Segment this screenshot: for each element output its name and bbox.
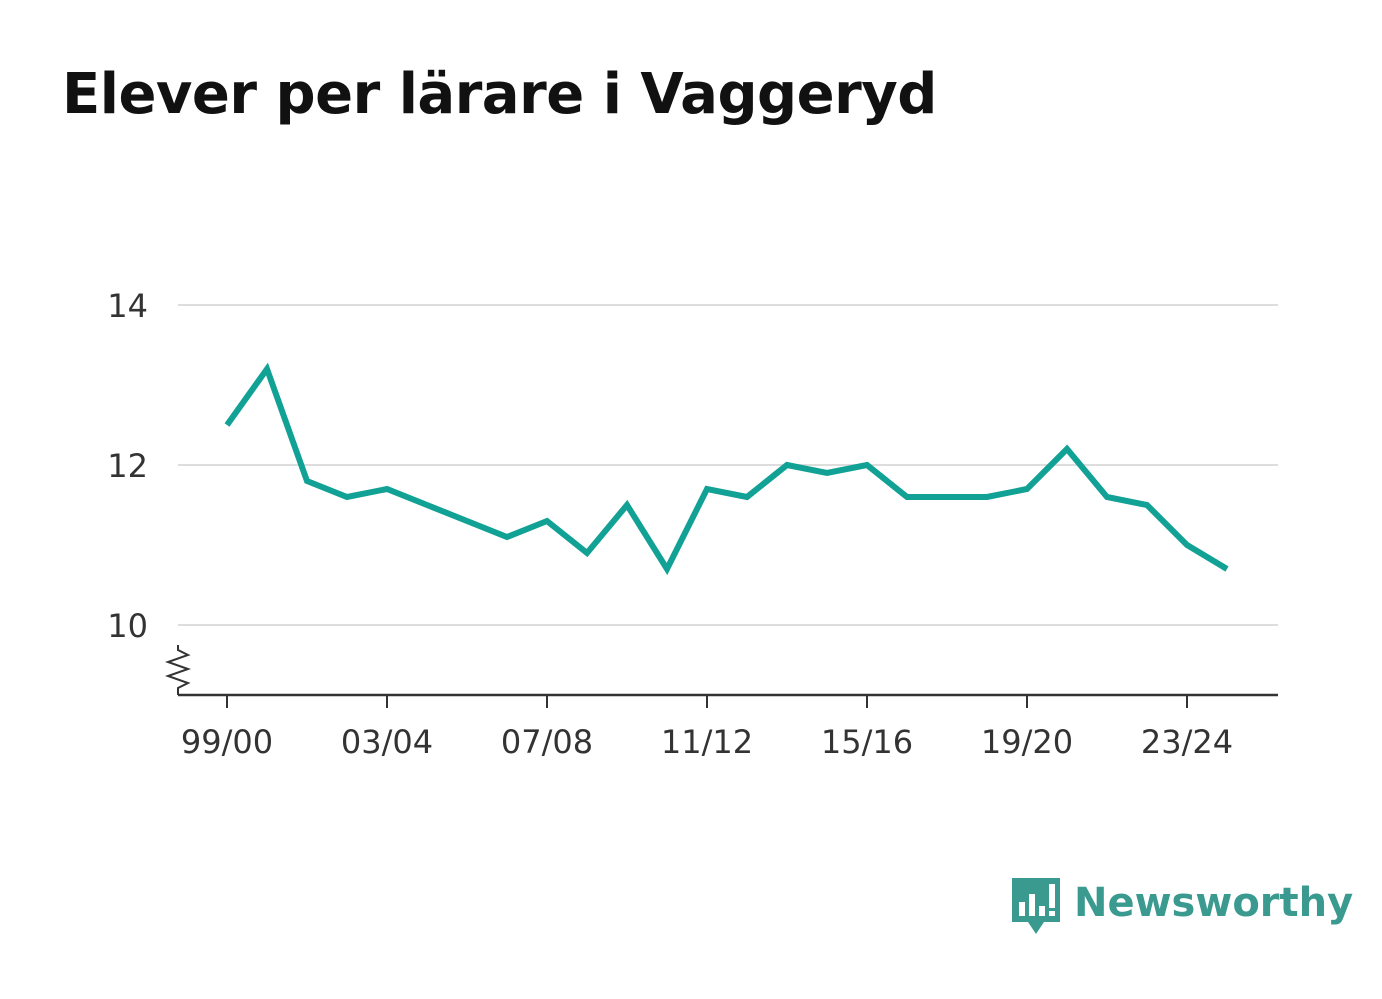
x-tick-label: 11/12 xyxy=(661,723,753,761)
chart-title: Elever per lärare i Vaggeryd xyxy=(62,62,937,127)
data-point xyxy=(1224,566,1230,572)
axis-break-icon xyxy=(164,645,192,695)
data-point xyxy=(944,494,950,500)
series-layer xyxy=(224,362,1230,576)
x-tick-label: 07/08 xyxy=(501,723,593,761)
data-point xyxy=(744,494,750,500)
data-point xyxy=(544,518,550,524)
x-tick-label: 03/04 xyxy=(341,723,433,761)
data-point xyxy=(904,494,910,500)
data-point xyxy=(1104,494,1110,500)
y-axis-ticks: 10 12 14 xyxy=(107,287,148,645)
newsworthy-logo-icon xyxy=(1012,878,1060,934)
y-tick-label: 10 xyxy=(107,607,148,645)
data-point xyxy=(504,534,510,540)
x-tick-label: 15/16 xyxy=(821,723,913,761)
data-point xyxy=(304,478,310,484)
y-tick-label: 14 xyxy=(107,287,148,325)
data-point xyxy=(624,502,630,508)
data-point xyxy=(464,518,470,524)
brand-name: Newsworthy xyxy=(1074,880,1354,926)
gridlines xyxy=(178,304,1278,626)
brand-logo: Newsworthy xyxy=(1010,876,1353,940)
x-axis: 99/00 03/04 07/08 11/12 15/16 19/20 23/24 xyxy=(164,645,1278,761)
data-point xyxy=(864,462,870,468)
y-tick-label: 12 xyxy=(107,447,148,485)
data-point xyxy=(784,462,790,468)
data-point xyxy=(384,486,390,492)
data-point xyxy=(1024,486,1030,492)
data-point xyxy=(224,422,230,428)
data-point xyxy=(584,550,590,556)
data-point xyxy=(984,494,990,500)
data-point xyxy=(1144,502,1150,508)
data-point xyxy=(424,502,430,508)
data-point xyxy=(1184,542,1190,548)
data-point xyxy=(664,566,670,572)
data-point xyxy=(264,366,270,372)
data-point xyxy=(704,486,710,492)
x-tick-label: 99/00 xyxy=(181,723,273,761)
data-point xyxy=(824,470,830,476)
data-point xyxy=(1064,446,1070,452)
data-point xyxy=(344,494,350,500)
x-tick-label: 23/24 xyxy=(1141,723,1233,761)
x-tick-label: 19/20 xyxy=(981,723,1073,761)
series-line xyxy=(224,362,1229,576)
